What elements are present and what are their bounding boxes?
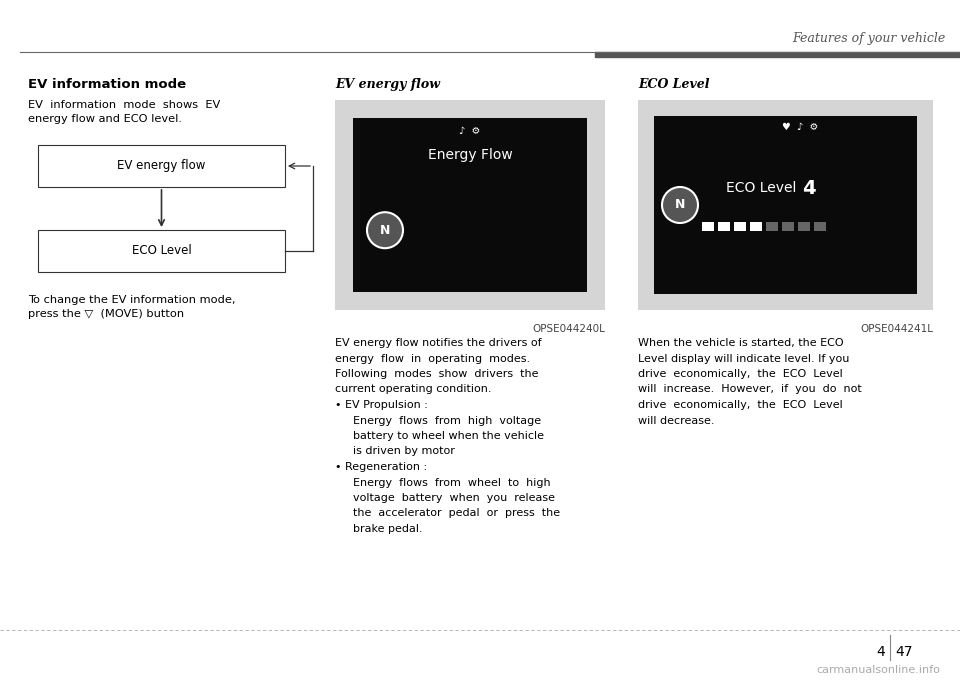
Text: voltage  battery  when  you  release: voltage battery when you release bbox=[353, 493, 555, 503]
Bar bbox=[638, 100, 933, 310]
Text: • Regeneration :: • Regeneration : bbox=[335, 462, 427, 472]
Text: Energy  flows  from  high  voltage: Energy flows from high voltage bbox=[353, 415, 541, 426]
Text: • EV Propulsion :: • EV Propulsion : bbox=[335, 400, 428, 410]
Text: brake pedal.: brake pedal. bbox=[353, 524, 422, 534]
Bar bbox=[595, 52, 960, 57]
Text: N: N bbox=[675, 198, 685, 212]
Text: 4: 4 bbox=[876, 645, 885, 659]
Text: will decrease.: will decrease. bbox=[638, 415, 714, 426]
Text: OPSE044240L: OPSE044240L bbox=[532, 324, 605, 334]
Bar bbox=[750, 222, 762, 231]
Text: ♥  ♪  ⚙: ♥ ♪ ⚙ bbox=[782, 122, 818, 132]
Text: EV energy flow: EV energy flow bbox=[335, 78, 440, 91]
Text: 4: 4 bbox=[803, 178, 816, 198]
Text: ECO Level: ECO Level bbox=[132, 245, 191, 258]
Text: Energy Flow: Energy Flow bbox=[427, 148, 513, 162]
Bar bbox=[335, 100, 605, 310]
Text: Following  modes  show  drivers  the: Following modes show drivers the bbox=[335, 369, 539, 379]
Text: EV energy flow: EV energy flow bbox=[117, 159, 205, 172]
Text: Features of your vehicle: Features of your vehicle bbox=[792, 32, 945, 45]
Bar bbox=[798, 222, 810, 231]
Bar bbox=[38, 230, 285, 272]
Text: current operating condition.: current operating condition. bbox=[335, 384, 492, 395]
Bar bbox=[766, 222, 778, 231]
Text: battery to wheel when the vehicle: battery to wheel when the vehicle bbox=[353, 431, 544, 441]
Text: 47: 47 bbox=[895, 645, 913, 659]
Text: carmanualsonline.info: carmanualsonline.info bbox=[816, 665, 940, 675]
Text: energy  flow  in  operating  modes.: energy flow in operating modes. bbox=[335, 353, 530, 364]
Circle shape bbox=[662, 187, 698, 223]
Text: Level display will indicate level. If you: Level display will indicate level. If yo… bbox=[638, 353, 850, 364]
Bar bbox=[353, 118, 587, 292]
Text: OPSE044241L: OPSE044241L bbox=[860, 324, 933, 334]
Bar bbox=[718, 222, 730, 231]
Text: When the vehicle is started, the ECO: When the vehicle is started, the ECO bbox=[638, 338, 844, 348]
Circle shape bbox=[367, 212, 403, 248]
Text: the  accelerator  pedal  or  press  the: the accelerator pedal or press the bbox=[353, 508, 560, 519]
Text: drive  economically,  the  ECO  Level: drive economically, the ECO Level bbox=[638, 369, 843, 379]
Text: To change the EV information mode,
press the ▽  (MOVE) button: To change the EV information mode, press… bbox=[28, 295, 235, 319]
Bar bbox=[782, 222, 794, 231]
Bar bbox=[814, 222, 826, 231]
Bar bbox=[654, 116, 917, 294]
Text: ECO Level: ECO Level bbox=[638, 78, 709, 91]
Text: EV  information  mode  shows  EV
energy flow and ECO level.: EV information mode shows EV energy flow… bbox=[28, 100, 220, 124]
Text: is driven by motor: is driven by motor bbox=[353, 446, 455, 457]
Text: EV energy flow notifies the drivers of: EV energy flow notifies the drivers of bbox=[335, 338, 541, 348]
Bar bbox=[38, 145, 285, 187]
Text: drive  economically,  the  ECO  Level: drive economically, the ECO Level bbox=[638, 400, 843, 410]
Text: Energy  flows  from  wheel  to  high: Energy flows from wheel to high bbox=[353, 477, 551, 488]
Bar bbox=[734, 222, 746, 231]
Text: N: N bbox=[380, 224, 390, 237]
Text: ECO Level: ECO Level bbox=[726, 181, 801, 195]
Text: ♪  ⚙: ♪ ⚙ bbox=[460, 126, 481, 136]
Bar bbox=[702, 222, 714, 231]
Text: will  increase.  However,  if  you  do  not: will increase. However, if you do not bbox=[638, 384, 862, 395]
Text: EV information mode: EV information mode bbox=[28, 78, 186, 91]
